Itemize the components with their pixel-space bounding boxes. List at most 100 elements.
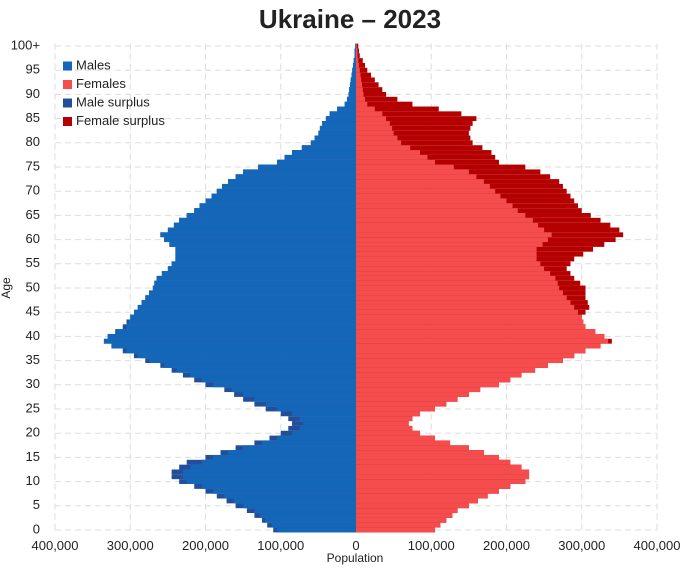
female-bar [356,479,526,485]
y-tick-label: 55 [26,255,40,270]
male-bar [318,130,356,136]
female-bar [356,425,413,431]
female-bar [356,508,458,514]
female-bar [356,372,522,378]
female-bar [356,96,366,102]
male-bar [173,222,356,228]
male-bar [161,271,356,276]
male-bar [271,522,356,528]
female-bar [356,488,499,494]
female-bar [356,87,363,92]
male-bar [156,275,356,281]
male-bar [216,188,356,194]
female-bar [356,217,533,223]
female-bar [356,348,586,354]
male-bar [149,358,356,364]
female-surplus-bar [356,140,473,146]
female-bar [356,169,469,175]
male-bar [199,203,356,209]
female-bar [356,333,605,339]
male-bar [186,212,356,218]
male-bar [126,324,356,330]
male-bar [154,280,356,286]
male-bar [243,503,356,509]
female-bar [356,222,539,228]
male-bar [107,333,356,339]
female-bar [356,324,586,330]
male-bar [265,401,356,407]
female-bar [356,111,383,117]
male-bar [164,363,356,368]
y-tick-label: 80 [26,134,40,149]
male-bar [325,116,356,122]
female-bar [356,246,537,252]
y-tick-label: 65 [26,207,40,222]
female-bar [356,154,428,160]
male-bar [167,266,356,272]
female-bar [356,256,537,262]
male-bar [276,406,356,412]
female-bar [356,392,469,397]
female-bar [356,454,499,460]
female-bar [356,150,420,155]
female-surplus-bar [356,130,469,136]
male-bar [201,377,356,383]
female-bar [356,82,363,88]
female-bar [356,440,451,446]
female-surplus-bar [356,87,383,92]
female-bar [356,498,478,504]
female-bar [356,140,402,146]
male-bar [171,261,356,267]
female-bar [356,53,358,59]
male-bar [292,430,356,436]
male-bar [276,527,356,533]
y-tick-label: 85 [26,110,40,125]
y-tick-label: 40 [26,328,40,343]
female-bar [356,363,548,368]
female-bar [356,227,545,233]
female-bar [356,484,511,489]
female-surplus-bar [356,111,462,117]
male-bar [303,421,356,426]
male-bar [222,183,356,189]
male-bar [103,338,356,344]
male-bar [160,232,356,238]
x-axis-label: Population [327,551,384,565]
male-bar [322,121,356,126]
female-bar [356,188,496,194]
male-bar [346,96,356,102]
male-bar [337,106,356,112]
male-bar [141,300,356,305]
female-bar [356,401,447,407]
male-bar [292,411,356,417]
female-bar [356,193,501,199]
female-bar [356,116,387,122]
legend-label: Females [76,76,126,91]
male-bar [276,435,356,441]
female-bar [356,101,368,107]
female-bar [356,212,526,218]
x-tick-label: 100,000 [257,538,304,553]
female-surplus-bar [356,121,473,126]
male-bar [179,217,356,223]
x-tick-label: 200,000 [483,538,530,553]
female-surplus-bar [356,135,471,141]
female-surplus-bar [356,125,471,131]
female-bar [356,522,441,528]
x-tick-label: 0 [352,538,359,553]
female-bar [356,474,530,480]
female-bar [356,295,567,301]
male-bar [152,285,356,291]
female-bar [356,430,420,436]
legend-swatch [63,61,72,71]
male-bar [243,392,356,397]
female-bar [356,48,358,54]
female-bar [356,203,513,209]
female-bar [356,232,552,238]
female-bar [356,183,490,189]
male-bar [314,135,356,141]
female-bar [356,358,563,364]
female-bar [356,396,458,402]
x-tick-label: 400,000 [32,538,79,553]
